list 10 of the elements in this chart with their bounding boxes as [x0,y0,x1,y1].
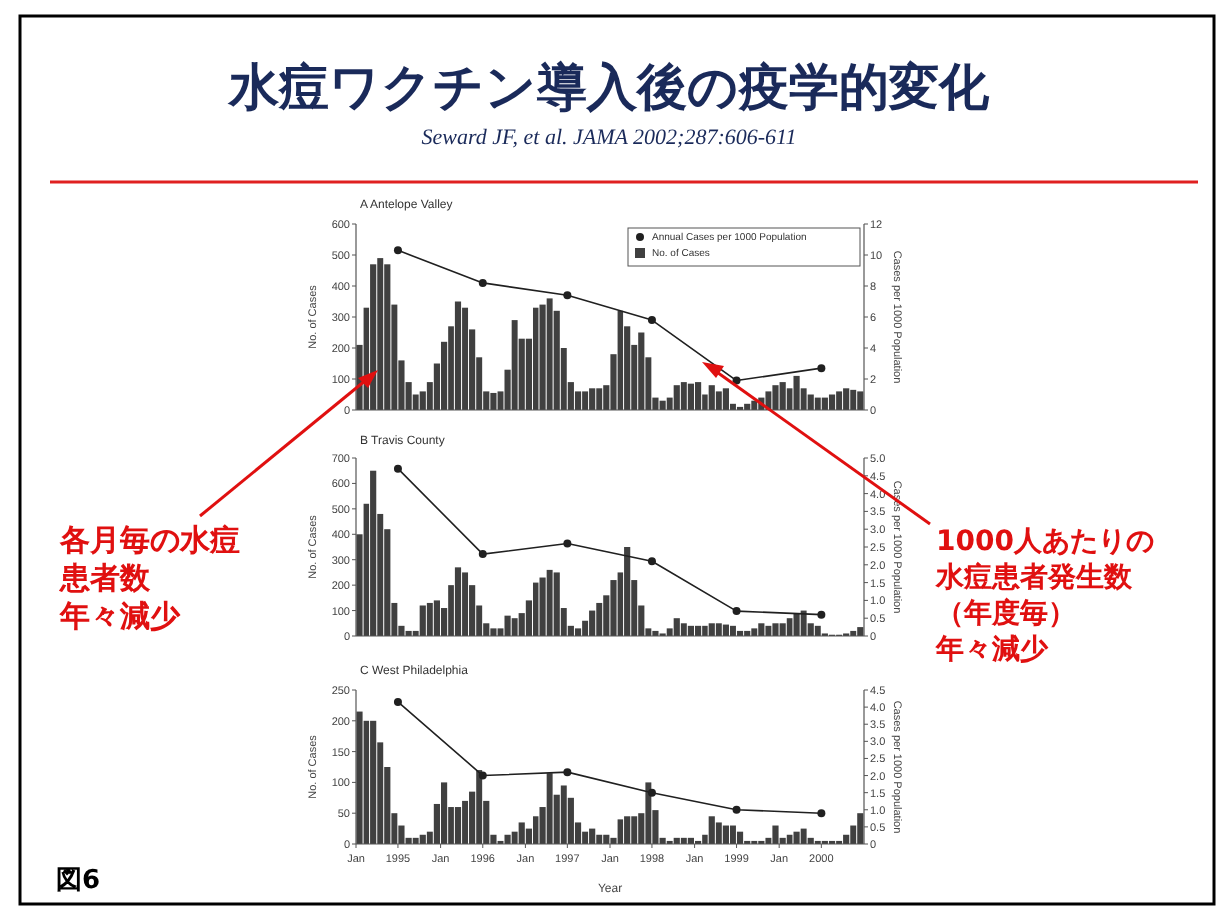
text: 各月毎の水痘 [58,522,240,558]
text: 水痘ワクチン導入後の疫学的変化 [227,58,991,116]
text: （年度毎） [936,596,1076,630]
text: Seward JF, et al. JAMA 2002;287:606-611 [421,126,797,150]
text: 年々減少 [934,634,1050,666]
text: 患者数 [58,560,152,596]
text: 年々減少 [58,598,182,634]
text: 水痘患者発生数 [934,560,1134,594]
text: 1000人あたりの [936,526,1154,558]
caption: 図6 [56,866,101,896]
